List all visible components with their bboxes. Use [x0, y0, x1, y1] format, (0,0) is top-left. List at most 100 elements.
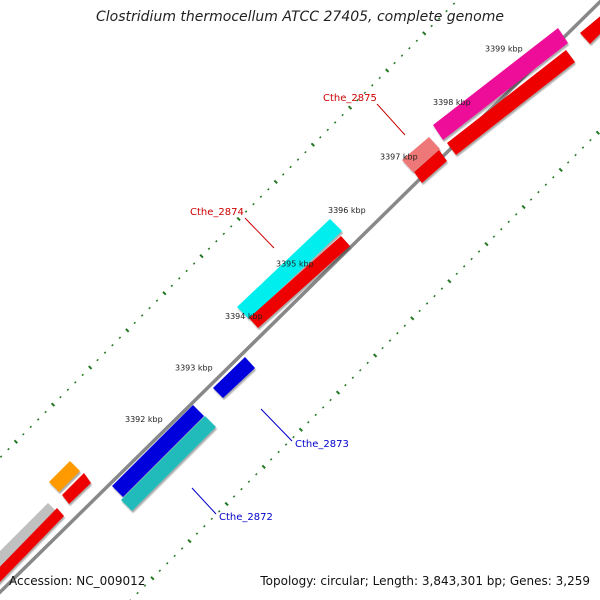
major-tick [595, 130, 600, 135]
major-tick [261, 464, 266, 469]
major-tick [310, 142, 316, 147]
minor-tick [581, 146, 585, 149]
minor-tick [477, 250, 481, 253]
major-tick [273, 179, 278, 185]
minor-tick [433, 294, 436, 298]
scale-label: 3393 kbp [175, 364, 213, 373]
gene-label-cthe-2873: Cthe_2873 [295, 439, 349, 450]
minor-tick [388, 339, 392, 342]
minor-tick [445, 9, 448, 13]
minor-tick [259, 195, 263, 198]
minor-tick [66, 388, 70, 392]
minor-tick [363, 91, 367, 95]
minor-tick [59, 395, 62, 399]
minor-tick [267, 188, 270, 191]
minor-tick [359, 369, 362, 372]
minor-tick [344, 383, 347, 387]
minor-tick [255, 473, 258, 476]
minor-tick [319, 136, 322, 139]
scale-label: 3397 kbp [380, 153, 418, 162]
minor-tick [408, 47, 411, 50]
minor-tick [289, 165, 292, 169]
gene-label-cthe-2875: Cthe_2875 [323, 93, 377, 104]
minor-tick [371, 84, 374, 87]
minor-tick [507, 220, 510, 224]
feature-red-cds-left-upper [62, 473, 91, 504]
minor-tick [0, 455, 3, 458]
callout-cthe-2875 [376, 103, 406, 136]
minor-tick [247, 480, 251, 483]
minor-tick [7, 447, 10, 451]
minor-tick [351, 376, 355, 379]
minor-tick [452, 2, 456, 5]
minor-tick [192, 262, 196, 265]
minor-tick [229, 225, 233, 228]
minor-tick [252, 202, 255, 206]
minor-tick [281, 173, 285, 176]
minor-tick [269, 458, 273, 461]
minor-tick [314, 413, 317, 417]
minor-tick [514, 213, 518, 216]
feature-blue-block-cthe-2872-upper [112, 405, 204, 497]
minor-tick [158, 569, 162, 573]
callout-cthe-2874 [244, 217, 275, 249]
major-tick [410, 316, 415, 321]
minor-tick [185, 269, 188, 273]
minor-tick [29, 425, 32, 429]
minor-tick [356, 98, 359, 102]
minor-tick [165, 562, 169, 565]
minor-tick [155, 299, 159, 302]
minor-tick [403, 324, 407, 328]
minor-tick [425, 302, 429, 305]
minor-tick [22, 433, 25, 436]
minor-tick [415, 39, 419, 43]
minor-tick [529, 198, 533, 201]
minor-tick [244, 210, 248, 213]
major-tick [447, 279, 452, 284]
minor-tick [44, 410, 47, 414]
minor-tick [111, 343, 114, 347]
minor-tick [207, 247, 211, 250]
major-tick [88, 365, 93, 370]
feature-tracks [0, 16, 600, 582]
minor-tick [103, 351, 107, 354]
minor-tick [36, 418, 40, 421]
minor-tick [440, 287, 444, 290]
minor-tick [178, 277, 181, 280]
major-tick [224, 501, 229, 507]
minor-tick [118, 336, 122, 340]
minor-tick [180, 547, 184, 550]
minor-tick [537, 190, 540, 194]
major-tick [385, 68, 390, 73]
major-tick [13, 439, 19, 444]
minor-tick [492, 235, 496, 238]
feature-red-cds-top-right [580, 16, 600, 44]
minor-tick [366, 361, 369, 365]
minor-tick [552, 176, 555, 179]
feature-blue-block-cthe-2873 [213, 357, 255, 398]
major-tick [150, 576, 155, 581]
gene-label-cthe-2872: Cthe_2872 [219, 512, 273, 523]
feature-red-cds-right [447, 50, 575, 155]
minor-tick [173, 554, 176, 558]
minor-tick [341, 113, 344, 117]
feature-light-red-block-cthe-2875 [402, 137, 440, 172]
minor-tick [321, 406, 325, 409]
accession-text: Accession: NC_009012 [9, 574, 146, 588]
minor-tick [500, 228, 503, 231]
major-tick [187, 538, 192, 544]
feature-teal-block-cthe-2872 [121, 416, 216, 511]
feature-cyan-block-cthe-2874 [237, 219, 342, 319]
minor-tick [326, 128, 329, 132]
minor-tick [470, 257, 473, 261]
minor-tick [381, 346, 384, 350]
minor-tick [574, 153, 577, 157]
minor-tick [462, 265, 466, 268]
scale-label: 3394 kbp [225, 312, 263, 321]
minor-tick [455, 272, 459, 276]
minor-tick [210, 517, 214, 521]
minor-tick [143, 584, 147, 587]
